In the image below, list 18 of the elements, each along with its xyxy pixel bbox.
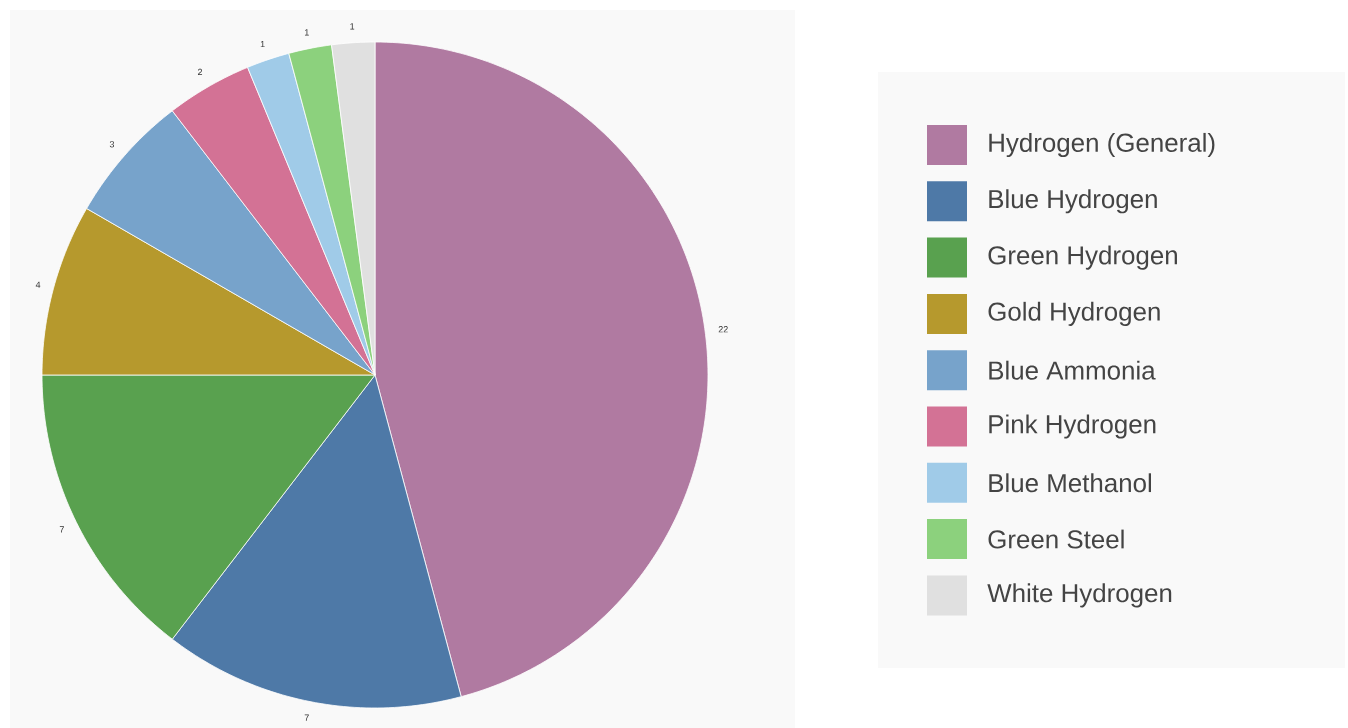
data-label: 1 — [350, 23, 355, 30]
legend-label: White Hydrogen — [987, 583, 1172, 608]
legend-label: Pink Hydrogen — [989, 414, 1156, 439]
data-label: 22 — [718, 326, 728, 333]
legend-label: Green Hydrogen — [988, 245, 1177, 270]
data-label: 3 — [109, 141, 115, 148]
legend-label: Blue Methanol — [989, 473, 1152, 493]
data-label: 4 — [35, 281, 41, 288]
legend-label: Hydrogen (General) — [989, 132, 1215, 158]
legend-label: Green Steel — [988, 529, 1124, 549]
data-label: 1 — [304, 29, 309, 36]
data-label: 7 — [59, 526, 64, 533]
data-label: 1 — [260, 40, 265, 48]
legend-label: Blue Ammonia — [989, 360, 1156, 380]
data-label: 2 — [197, 68, 203, 76]
legend-label: Gold Hydrogen — [988, 301, 1160, 326]
legend-label: Blue Hydrogen — [989, 189, 1157, 214]
data-label: 7 — [304, 714, 309, 721]
